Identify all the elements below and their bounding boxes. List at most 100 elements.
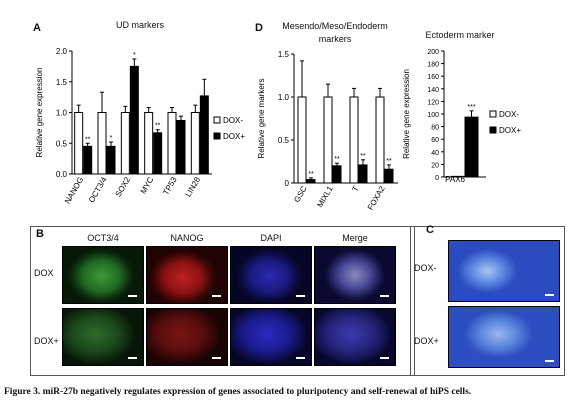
bar-dox — [144, 112, 154, 175]
panel-b-letter: B — [36, 228, 44, 240]
bar-dox — [83, 145, 93, 175]
panel-d-ecto-title: Ectoderm marker — [425, 30, 495, 40]
scale-bar — [545, 360, 554, 362]
panel-d-title-text: Mesendo/Meso/Endoderm markers — [282, 21, 388, 44]
scale-bar — [296, 295, 305, 297]
phase-image-doxminus — [448, 240, 560, 302]
y-axis-label: Relative gene markers — [257, 78, 266, 158]
category-label: PAX6 — [445, 175, 465, 184]
y-tick-label: 0.0 — [56, 170, 68, 179]
significance-label: * — [110, 135, 113, 142]
col-label-nanog: NANOG — [170, 233, 204, 243]
panel-b-frame — [30, 226, 415, 376]
legend-swatch — [213, 132, 221, 140]
significance-label: * — [133, 52, 136, 59]
scale-bar — [128, 295, 137, 297]
bar-dox — [190, 112, 200, 175]
panel-a-title: UD markers — [115, 20, 164, 30]
scale-bar — [296, 357, 305, 359]
micrograph-merge-dox — [314, 246, 396, 304]
bar-dox — [375, 96, 385, 184]
category-label: FOXA2 — [366, 184, 387, 212]
y-tick-label: 0 — [435, 175, 439, 182]
category-label: SOX2 — [114, 175, 133, 198]
scale-bar — [545, 294, 554, 296]
significance-label: ** — [334, 156, 340, 163]
category-label: GSC — [292, 184, 309, 204]
col-label-dapi: DAPI — [260, 233, 282, 243]
legend-entry: DOX- — [223, 116, 243, 125]
legend-swatch — [489, 126, 497, 134]
y-tick-label: 120 — [427, 99, 439, 106]
bar-dox — [306, 179, 316, 184]
bar-dox — [297, 96, 307, 184]
y-tick-label: 1.0 — [278, 93, 290, 102]
y-tick-label: 2.0 — [56, 47, 68, 56]
bar-dox — [129, 65, 139, 175]
bar-dox — [74, 112, 84, 175]
panel-c-frame — [410, 226, 565, 376]
c-row-label-doxminus: DOX- — [414, 263, 437, 273]
legend-swatch — [213, 116, 221, 124]
panel-d-title: Mesendo/Meso/Endoderm markers — [270, 20, 400, 46]
y-tick-label: 160 — [427, 74, 439, 81]
micrograph-merge-doxplus — [314, 308, 396, 366]
significance-label: ** — [386, 158, 392, 165]
panel-a-letter: A — [33, 22, 41, 34]
col-label-oct: OCT3/4 — [87, 233, 119, 243]
legend-entry: DOX+ — [499, 126, 521, 135]
y-tick-label: 100 — [427, 112, 439, 119]
micrograph-oct-doxplus — [62, 308, 144, 366]
bar-dox — [450, 175, 465, 178]
category-label: LIN28 — [184, 175, 203, 198]
category-label: T — [350, 184, 360, 193]
y-tick-label: 1.5 — [56, 78, 68, 87]
bar-dox — [199, 95, 209, 175]
y-tick-label: 0 — [285, 179, 290, 188]
legend-entry: DOX+ — [223, 132, 245, 141]
significance-label: ** — [85, 136, 91, 143]
y-tick-label: 40 — [431, 150, 439, 157]
c-row-label-doxplus: DOX+ — [414, 336, 439, 346]
bar-dox — [106, 145, 116, 175]
y-axis-label: Relative gene expression — [35, 68, 44, 158]
significance-label: ** — [308, 171, 314, 178]
scale-bar — [212, 295, 221, 297]
category-label: TP53 — [161, 175, 179, 197]
bar-dox — [97, 112, 107, 175]
micrograph-dapi-dox — [230, 246, 312, 304]
y-tick-label: 180 — [427, 62, 439, 69]
bar-dox — [153, 132, 163, 175]
category-label: OCT3/4 — [87, 175, 109, 204]
bar-dox — [323, 96, 333, 184]
category-label: MIXL1 — [315, 184, 335, 209]
figure-caption: Figure 3. miR-27b negatively regulates e… — [4, 387, 472, 397]
legend-swatch — [489, 110, 497, 118]
y-tick-label: 1.0 — [56, 109, 68, 118]
scale-bar — [380, 357, 389, 359]
y-tick-label: 140 — [427, 87, 439, 94]
scale-bar — [212, 357, 221, 359]
bar-dox — [167, 112, 177, 175]
y-axis-label: Relative gene expression — [402, 69, 411, 159]
panel-c-letter: C — [426, 224, 434, 236]
y-tick-label: 200 — [427, 49, 439, 56]
bar-dox — [332, 165, 342, 184]
micrograph-dapi-doxplus — [230, 308, 312, 366]
micrograph-nanog-dox — [146, 246, 228, 304]
row-label-dox: DOX — [34, 268, 54, 278]
bar-dox — [358, 164, 368, 184]
y-tick-label: 0.5 — [56, 139, 68, 148]
bar-dox — [464, 116, 479, 178]
category-label: NANOG — [63, 176, 85, 206]
bar-dox — [349, 96, 359, 184]
bar-dox — [384, 168, 394, 184]
row-label-doxplus: DOX+ — [34, 336, 59, 346]
significance-label: ** — [155, 123, 161, 130]
significance-label: ** — [360, 153, 366, 160]
panel-d-letter: D — [255, 22, 263, 34]
bar-dox — [176, 119, 186, 175]
micrograph-oct-dox — [62, 246, 144, 304]
category-label: MYC — [139, 175, 156, 195]
